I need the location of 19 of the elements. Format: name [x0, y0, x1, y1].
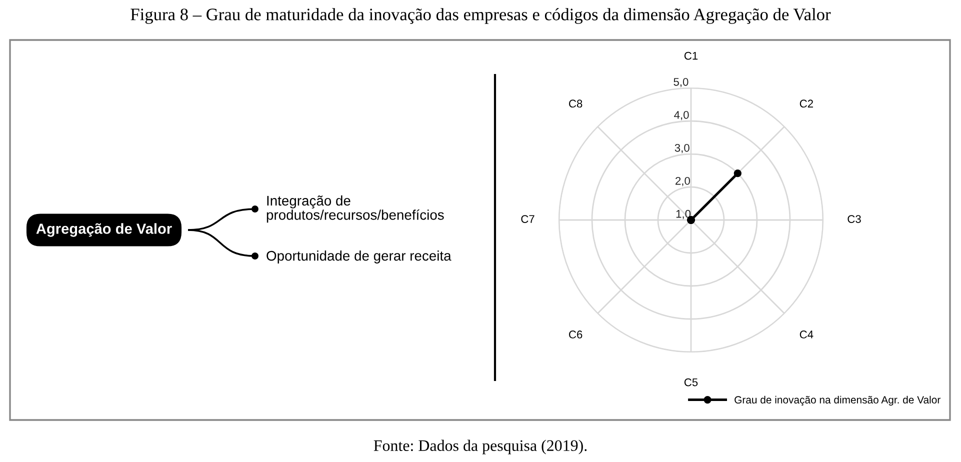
text: Integração de produtos/recursos/benefícios	[266, 195, 444, 223]
spoke-label: C4	[800, 330, 814, 338]
spoke-label: C6	[569, 330, 582, 338]
text: Oportunidade de gerar receita	[266, 250, 452, 264]
source-note: Fonte: Dados da pesquisa (2019).	[374, 440, 587, 454]
y-tick-label: 2,0	[676, 176, 690, 186]
y-tick-label: 5,0	[674, 78, 688, 88]
spoke-label: C3	[848, 215, 861, 223]
y-tick-label: 1,0	[676, 210, 691, 220]
legend-label: Grau de inovação na dimensão Agr. de Valor	[734, 396, 940, 406]
y-tick-label: 3,0	[674, 144, 690, 154]
chart-title: Figura 8 – Grau de maturidade da inovação das empresas e códigos da dimensão Agregação de Valor	[130, 8, 831, 24]
spoke-label: C1	[684, 52, 698, 60]
spoke-label: C5	[684, 378, 698, 386]
y-tick-label: 4,0	[674, 110, 689, 120]
text: Agregação de Valor	[36, 223, 172, 237]
spoke-label: C7	[521, 215, 534, 223]
spoke-label: C2	[800, 100, 813, 108]
spoke-label: C8	[569, 100, 582, 108]
